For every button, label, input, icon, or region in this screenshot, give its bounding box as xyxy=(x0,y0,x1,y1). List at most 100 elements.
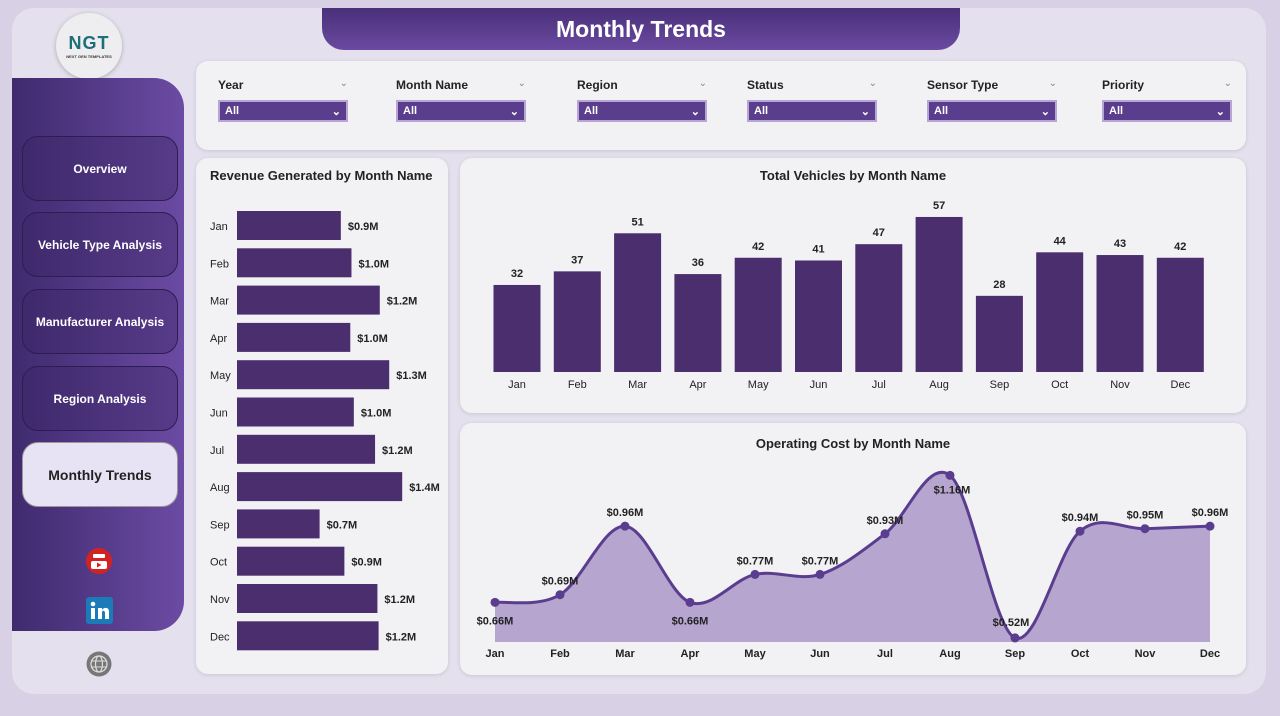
chevron-down-icon[interactable]: ⌄ xyxy=(1223,78,1232,89)
bar[interactable] xyxy=(237,584,378,613)
data-label: 43 xyxy=(1114,238,1126,250)
revenue-chart: Jan $0.9M Feb $1.0M Mar $1.2M Apr $1.0M May $1.3M… xyxy=(210,211,440,651)
bar[interactable] xyxy=(795,260,842,372)
category-label: Mar xyxy=(628,379,647,391)
data-point[interactable] xyxy=(815,569,825,579)
filter-label-text: Year xyxy=(218,78,244,92)
category-label: Apr xyxy=(210,333,227,345)
category-label: Jul xyxy=(877,648,893,660)
nav-overview[interactable]: Overview xyxy=(22,136,178,201)
data-point[interactable] xyxy=(620,521,630,531)
filter-dropdown[interactable]: All ⌄ xyxy=(1102,100,1232,122)
data-point[interactable] xyxy=(1075,526,1085,536)
category-label: May xyxy=(210,370,231,382)
data-label: $0.95M xyxy=(1127,510,1164,522)
chevron-down-icon[interactable]: ⌄ xyxy=(698,78,707,89)
bar[interactable] xyxy=(237,248,352,278)
category-label: Sep xyxy=(990,379,1010,391)
bar[interactable] xyxy=(493,284,541,372)
filter-label: Priority ⌄ xyxy=(1102,78,1234,94)
bar[interactable] xyxy=(553,271,601,372)
data-label: 36 xyxy=(692,257,704,269)
category-label: Dec xyxy=(210,631,230,643)
data-label: $0.93M xyxy=(867,515,904,527)
data-label: 42 xyxy=(752,241,764,253)
filter-dropdown[interactable]: All ⌄ xyxy=(218,100,348,122)
filter-dropdown[interactable]: All ⌄ xyxy=(747,100,877,122)
data-point[interactable] xyxy=(555,590,565,600)
data-label: $0.66M xyxy=(477,615,514,627)
bar[interactable] xyxy=(237,211,341,240)
category-label: Oct xyxy=(1051,379,1068,391)
category-label: Jul xyxy=(210,445,224,457)
bar[interactable] xyxy=(614,233,662,372)
filter-label: Sensor Type ⌄ xyxy=(927,78,1059,94)
data-label: $0.96M xyxy=(607,507,644,519)
data-point[interactable] xyxy=(490,597,500,607)
data-label: 57 xyxy=(933,200,945,212)
bar[interactable] xyxy=(674,274,722,372)
youtube-icon[interactable] xyxy=(85,547,113,575)
filter-label: Year ⌄ xyxy=(218,78,350,94)
filter-label-text: Priority xyxy=(1102,78,1145,92)
area-fill xyxy=(495,472,1210,642)
data-label: 28 xyxy=(993,279,1005,291)
chevron-down-icon[interactable]: ⌄ xyxy=(868,78,877,89)
bar[interactable] xyxy=(237,472,403,502)
data-point[interactable] xyxy=(880,529,890,539)
bar[interactable] xyxy=(855,244,903,372)
nav-region-analysis[interactable]: Region Analysis xyxy=(22,366,178,431)
data-point[interactable] xyxy=(1010,633,1020,643)
data-label: $0.7M xyxy=(327,519,358,531)
bar[interactable] xyxy=(237,509,320,539)
category-label: Jun xyxy=(210,408,228,420)
bar[interactable] xyxy=(237,397,354,427)
linkedin-icon[interactable] xyxy=(86,597,113,624)
nav-monthly-trends[interactable]: Monthly Trends xyxy=(22,442,178,507)
data-label: $0.96M xyxy=(1192,507,1229,519)
filter-dropdown[interactable]: All ⌄ xyxy=(927,100,1057,122)
data-point[interactable] xyxy=(945,470,955,480)
filter-label: Region ⌄ xyxy=(577,78,709,94)
bar[interactable] xyxy=(915,216,963,372)
sidebar xyxy=(12,78,184,631)
category-label: Apr xyxy=(681,648,701,660)
category-label: Nov xyxy=(1110,379,1130,391)
bar[interactable] xyxy=(734,257,782,372)
globe-icon[interactable] xyxy=(86,651,112,677)
logo: NGT NEXT GEN TEMPLATES xyxy=(56,13,122,79)
data-point[interactable] xyxy=(1205,521,1215,531)
chevron-down-icon[interactable]: ⌄ xyxy=(1048,78,1057,89)
chevron-down-icon: ⌄ xyxy=(1215,105,1225,118)
data-label: $0.9M xyxy=(351,557,382,569)
bar[interactable] xyxy=(237,434,376,464)
chevron-down-icon[interactable]: ⌄ xyxy=(339,78,348,89)
operating-cost-chart: $0.66M Jan $0.69M Feb $0.96M Mar $0.66M Apr $0.7… xyxy=(477,470,1229,660)
logo-subtitle: NEXT GEN TEMPLATES xyxy=(66,54,112,59)
data-point[interactable] xyxy=(1140,524,1150,534)
bar[interactable] xyxy=(1096,255,1144,372)
nav-manufacturer-analysis[interactable]: Manufacturer Analysis xyxy=(22,289,178,354)
chevron-down-icon[interactable]: ⌄ xyxy=(517,78,526,89)
category-label: Feb xyxy=(210,258,229,270)
filter-dropdown[interactable]: All ⌄ xyxy=(577,100,707,122)
data-point[interactable] xyxy=(750,569,760,579)
bar[interactable] xyxy=(1156,257,1204,372)
bar[interactable] xyxy=(237,360,390,390)
nav-vehicle-type-analysis[interactable]: Vehicle Type Analysis xyxy=(22,212,178,277)
chevron-down-icon: ⌄ xyxy=(509,105,519,118)
bar[interactable] xyxy=(237,546,345,576)
bar[interactable] xyxy=(975,295,1023,372)
data-label: $1.16M xyxy=(934,484,971,496)
filter-value: All xyxy=(584,105,599,117)
category-label: Aug xyxy=(929,379,949,391)
filter-label-text: Status xyxy=(747,78,784,92)
bar[interactable] xyxy=(237,322,351,352)
bar[interactable] xyxy=(1036,252,1084,372)
bar[interactable] xyxy=(237,621,379,651)
data-label: $0.77M xyxy=(737,555,774,567)
filter-dropdown[interactable]: All ⌄ xyxy=(396,100,526,122)
bar[interactable] xyxy=(237,285,380,315)
data-point[interactable] xyxy=(685,597,695,607)
category-label: Sep xyxy=(1005,648,1025,660)
